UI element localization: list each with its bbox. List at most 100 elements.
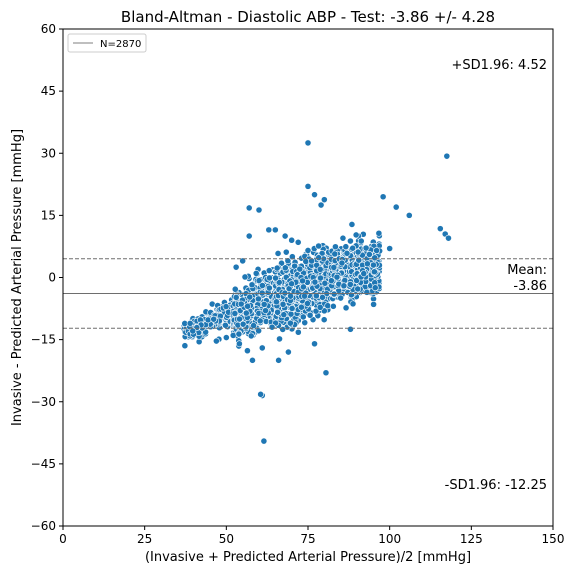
data-point xyxy=(333,273,341,281)
y-axis-label: Invasive - Predicted Arterial Pressure [… xyxy=(10,129,25,426)
data-point xyxy=(331,250,339,258)
y-tick-label: −15 xyxy=(31,333,56,347)
data-point xyxy=(273,264,281,272)
data-point xyxy=(275,278,283,286)
scatter-points xyxy=(180,139,452,445)
data-point xyxy=(357,237,365,245)
data-point xyxy=(212,337,220,345)
data-point xyxy=(281,232,289,240)
data-point xyxy=(266,274,273,282)
x-tick-label: 25 xyxy=(137,532,152,546)
data-point xyxy=(181,342,189,350)
data-point xyxy=(373,247,380,254)
data-point xyxy=(343,249,351,257)
data-point xyxy=(241,273,249,281)
data-point xyxy=(254,295,262,303)
y-tick-label: −45 xyxy=(31,457,56,471)
data-point xyxy=(347,325,354,333)
data-point xyxy=(265,267,273,274)
y-tick-label: −30 xyxy=(31,395,56,409)
data-point xyxy=(316,303,324,311)
data-point xyxy=(231,285,239,293)
data-point xyxy=(258,282,266,289)
data-point xyxy=(256,317,264,325)
data-point xyxy=(288,280,296,288)
data-point xyxy=(273,298,280,306)
data-point xyxy=(247,332,255,340)
data-point xyxy=(330,263,338,271)
data-point xyxy=(354,248,362,256)
data-point xyxy=(445,234,452,242)
data-point xyxy=(319,293,326,301)
data-point xyxy=(349,244,357,252)
data-point xyxy=(257,390,265,398)
data-point xyxy=(405,211,413,219)
data-point xyxy=(239,257,247,265)
data-point xyxy=(304,139,312,147)
data-point xyxy=(235,330,243,338)
data-point xyxy=(274,250,282,257)
data-point xyxy=(235,340,243,348)
data-point xyxy=(231,310,239,317)
data-point xyxy=(370,268,378,276)
data-point xyxy=(342,243,350,251)
mean-annotation-title: Mean: xyxy=(507,263,547,278)
data-point xyxy=(312,307,320,315)
data-point xyxy=(349,300,357,308)
data-point xyxy=(250,322,258,330)
data-point xyxy=(371,254,379,262)
data-point xyxy=(370,261,377,269)
data-point xyxy=(294,238,302,246)
data-point xyxy=(348,221,356,228)
data-point xyxy=(355,256,363,264)
data-point xyxy=(239,320,247,328)
data-point xyxy=(330,290,338,298)
data-point xyxy=(436,225,444,233)
x-tick-label: 75 xyxy=(300,532,315,546)
data-point xyxy=(312,292,320,300)
data-point xyxy=(222,303,230,310)
data-point xyxy=(299,277,306,285)
lower-sd-annotation: -SD1.96: -12.25 xyxy=(445,478,547,493)
data-point xyxy=(274,308,281,316)
data-point xyxy=(392,203,400,211)
data-point xyxy=(255,277,263,284)
data-point xyxy=(363,260,371,268)
data-point xyxy=(352,231,360,239)
data-point xyxy=(275,356,282,364)
x-tick-label: 100 xyxy=(378,532,401,546)
data-point xyxy=(379,193,387,201)
data-point xyxy=(242,309,250,317)
data-point xyxy=(346,280,354,288)
data-point xyxy=(280,311,288,319)
data-point xyxy=(363,288,371,296)
data-point xyxy=(204,316,212,324)
data-point xyxy=(302,258,310,265)
y-tick-label: 30 xyxy=(41,146,56,160)
y-tick-label: 60 xyxy=(41,22,56,36)
data-point xyxy=(248,281,256,289)
data-point xyxy=(222,334,230,341)
data-point xyxy=(317,274,324,282)
data-point xyxy=(304,182,312,190)
data-point xyxy=(316,265,324,273)
data-point xyxy=(281,264,289,272)
data-point xyxy=(287,310,295,318)
data-point xyxy=(186,319,194,327)
data-point xyxy=(315,254,323,262)
upper-sd-annotation: +SD1.96: 4.52 xyxy=(451,58,547,73)
reference-lines xyxy=(63,258,553,329)
data-point xyxy=(232,294,240,301)
data-point xyxy=(282,248,290,256)
data-point xyxy=(258,344,266,352)
data-point xyxy=(272,274,279,282)
data-point xyxy=(339,234,347,242)
data-point xyxy=(265,226,273,234)
data-point xyxy=(370,300,377,308)
data-point xyxy=(244,347,251,355)
data-point xyxy=(288,305,296,312)
data-point xyxy=(360,270,368,277)
data-point xyxy=(304,300,311,307)
data-point xyxy=(375,229,383,237)
